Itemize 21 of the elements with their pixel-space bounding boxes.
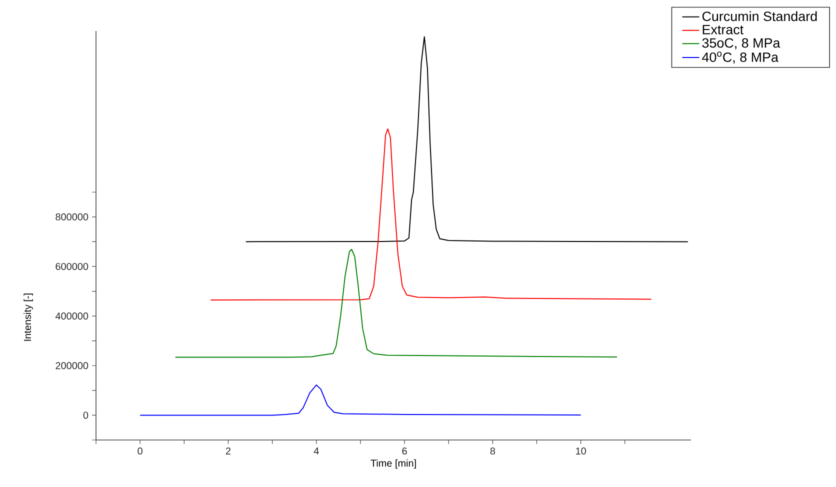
x-tick-label: 8 — [490, 448, 496, 455]
legend-label: 35oC, 8 MPa — [702, 38, 780, 50]
line-series — [174, 248, 618, 358]
line-series — [210, 128, 652, 300]
x-axis-title: Time [min] — [370, 459, 416, 469]
y-tick-label: 200000 — [56, 362, 88, 370]
legend-label: Curcumin Standard — [702, 11, 817, 22]
legend-label: Extract — [702, 24, 744, 34]
y-axis-title: Intensity [-] — [24, 294, 33, 341]
legend-label: 40$^{o}$C, 8 MPa — [702, 52, 778, 64]
line-series — [140, 384, 582, 416]
y-tick-label: 600000 — [56, 262, 88, 270]
x-tick-label: 6 — [402, 448, 407, 455]
y-tick-label: 400000 — [55, 312, 88, 320]
y-tick-label: 800000 — [56, 213, 88, 220]
x-tick-label: 2 — [226, 448, 230, 454]
x-tick-label: 0 — [138, 448, 142, 455]
x-tick-label: 10 — [576, 448, 586, 455]
y-tick-label: 0 — [83, 412, 88, 419]
line-series — [245, 36, 688, 242]
x-tick-label: 4 — [314, 448, 319, 454]
